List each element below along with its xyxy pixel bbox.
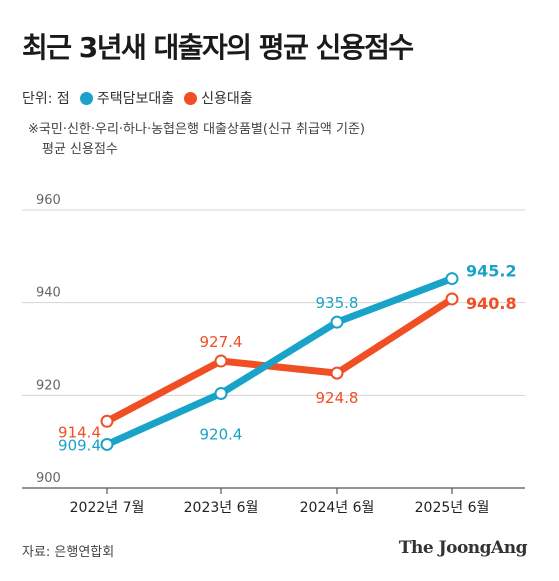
y-tick-label: 940 — [36, 286, 61, 301]
legend-dot-mortgage — [79, 91, 93, 105]
note-line-2: 평균 신용점수 — [42, 142, 118, 157]
grid: 900 920 940 960 — [22, 193, 525, 489]
chart-title: 최근 3년새 대출자의 평균 신용점수 — [22, 31, 414, 64]
data-label-mortgage: 920.4 — [200, 425, 243, 443]
data-point-credit — [100, 414, 114, 428]
data-label-credit: 927.4 — [200, 333, 243, 351]
data-labels: 914.4 927.4 924.8 940.8 909.4 920.4 935.8 945.2 — [58, 262, 517, 455]
data-point-credit — [330, 366, 344, 380]
note-line-1: ※국민·신한·우리·하나·농협은행 대출상품별(신규 취급액 기준) — [28, 122, 366, 137]
legend-dot-credit — [184, 91, 198, 105]
series-line-credit — [103, 295, 456, 425]
legend: 단위: 점 주택담보대출 신용대출 — [22, 88, 253, 108]
y-tick-label: 920 — [36, 378, 61, 393]
data-label-mortgage: 945.2 — [466, 262, 517, 281]
x-tick-label: 2025년 6월 — [415, 500, 490, 516]
unit-label: 단위: 점 — [22, 91, 70, 107]
data-label-credit: 940.8 — [466, 294, 517, 313]
data-label-mortgage: 909.4 — [58, 436, 101, 454]
publisher-logo: The JoongAng — [398, 538, 528, 558]
legend-label-mortgage: 주택담보대출 — [96, 91, 175, 107]
data-point-mortgage — [214, 386, 228, 400]
source-note: 자료: 은행연합회 — [22, 545, 115, 560]
series-line-mortgage — [103, 275, 456, 448]
data-point-mortgage — [330, 315, 344, 329]
x-tick-label: 2022년 7월 — [70, 500, 145, 516]
data-point-mortgage — [100, 437, 114, 451]
y-tick-label: 960 — [36, 193, 61, 208]
chart-note: ※국민·신한·우리·하나·농협은행 대출상품별(신규 취급액 기준) 평균 신용… — [28, 120, 365, 160]
x-tick-label: 2024년 6월 — [300, 500, 375, 516]
data-label-mortgage: 935.8 — [316, 294, 359, 312]
x-tick-label: 2023년 6월 — [184, 500, 259, 516]
data-point-mortgage — [445, 272, 459, 286]
series-lines — [100, 272, 459, 451]
data-label-credit: 924.8 — [316, 389, 359, 407]
data-point-credit — [214, 354, 228, 368]
legend-label-credit: 신용대출 — [201, 91, 253, 107]
x-axis: 2022년 7월 2023년 6월 2024년 6월 2025년 6월 — [70, 488, 490, 516]
y-tick-label: 900 — [36, 471, 61, 486]
data-point-credit — [445, 292, 459, 306]
data-label-credit: 914.4 — [58, 423, 101, 441]
